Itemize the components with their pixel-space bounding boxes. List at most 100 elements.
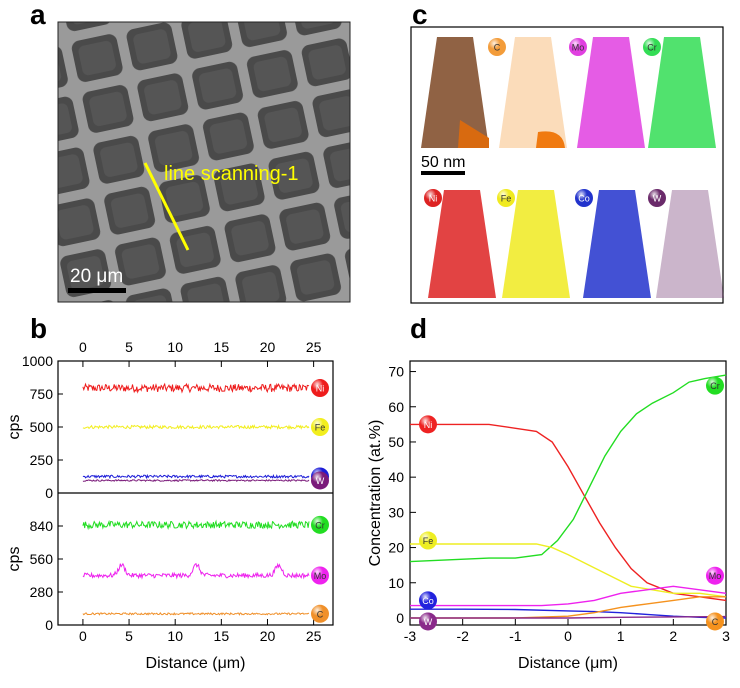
d-ball-co-text: Co: [422, 596, 434, 606]
b-series-w: [82, 478, 310, 482]
d-xticklabel-3: 3: [722, 628, 730, 644]
ball-c-fe-shine: [497, 189, 515, 207]
b-series-cr: [82, 519, 310, 531]
apt-cone-Co: [583, 190, 651, 298]
d-series-fe: [410, 543, 727, 598]
ball-c-cr: Cr: [643, 38, 661, 56]
ball-c-cr-shine: [643, 38, 661, 56]
d-ball-c: C: [706, 612, 724, 631]
b-ball-ni-shine: [311, 379, 329, 398]
b1-ylabel: cps: [6, 547, 23, 572]
d-xlabel: Distance (μm): [518, 655, 618, 672]
apt-carbide-C: [536, 131, 565, 148]
panel-d-label: d: [410, 313, 427, 344]
d-yticklabel-10: 10: [388, 575, 404, 591]
apt-cone-W: [656, 190, 724, 298]
b-ball-fe: Fe: [311, 418, 329, 436]
ball-c-mo-shine: [569, 38, 587, 56]
b-ball-mo: Mo: [311, 566, 329, 585]
d-yticklabel-20: 20: [388, 540, 404, 556]
apt-cone-Cr: [648, 37, 716, 148]
b-ball-fe-text: Fe: [315, 423, 326, 433]
b-xticklabel-bot-20: 20: [260, 628, 276, 644]
b-ball-c-shine: [311, 604, 329, 623]
d-yticklabel-40: 40: [388, 469, 404, 485]
ball-c-fe-text: Fe: [501, 194, 512, 204]
d-ball-ni-text: Ni: [424, 420, 433, 430]
d-yticklabel-30: 30: [388, 504, 404, 520]
b-xticklabel-top-15: 15: [214, 339, 230, 355]
d-yticklabel-70: 70: [388, 364, 404, 380]
d-ball-mo-shine: [706, 566, 724, 585]
d-ball-cr: Cr: [706, 376, 724, 395]
d-xticklabel--3: -3: [404, 628, 417, 644]
b-ball-mo-text: Mo: [314, 571, 327, 581]
d-series-c: [410, 596, 726, 619]
b-ball-ni: Ni: [311, 379, 329, 398]
d-ball-w-text: W: [424, 617, 433, 627]
b-xticklabel-bot-0: 0: [79, 628, 87, 644]
b0-yticklabel-500: 500: [30, 419, 54, 435]
apt-carbide-all: [458, 120, 489, 148]
ball-c-ni-text: Ni: [429, 194, 438, 204]
b-ball-w-text: W: [316, 476, 325, 486]
b0-ylabel: cps: [6, 415, 23, 440]
b-xticklabel-top-0: 0: [79, 339, 87, 355]
panel-b-label: b: [30, 313, 47, 344]
b-ball-cr-text: Cr: [315, 520, 325, 530]
d-ball-cr-text: Cr: [710, 381, 720, 391]
b-xticklabel-top-5: 5: [125, 339, 133, 355]
b1-yticklabel-280: 280: [30, 584, 54, 600]
d-xticklabel-0: 0: [564, 628, 572, 644]
ball-c-w-shine: [648, 189, 666, 207]
b0-yticklabel-1000: 1000: [22, 353, 53, 369]
d-yticklabel-0: 0: [396, 610, 404, 626]
panel-c-label: c: [412, 0, 428, 30]
b1-yticklabel-840: 840: [30, 518, 54, 534]
panel-b-chart: 0 0 5 5 10 10 15 15 20 20 25 25 Distance (μm) 250 500 7…: [6, 339, 334, 672]
b-series-mo: [82, 562, 310, 580]
b-ball-cr: Cr: [311, 515, 329, 534]
b-ball-c: C: [311, 604, 329, 623]
b-series-fe: [82, 423, 310, 430]
ball-c-c: C: [488, 38, 506, 56]
d-ball-ni: Ni: [419, 415, 437, 434]
apt-cone-all: [421, 37, 489, 148]
sem-micrograph: line scanning-1 20 μm: [57, 21, 351, 303]
d-ball-ni-shine: [419, 415, 437, 434]
b-xticklabel-top-25: 25: [306, 339, 322, 355]
ball-c-co-text: Co: [578, 194, 590, 204]
ball-c-cr-text: Cr: [647, 43, 657, 53]
scalebar-c-label: 50 nm: [421, 154, 465, 171]
d-ball-co: Co: [419, 591, 437, 610]
scalebar-c: [421, 171, 465, 175]
b0-yticklabel-750: 750: [30, 386, 54, 402]
b-series-c: [82, 612, 310, 616]
ball-c-ni: Ni: [424, 189, 442, 207]
b-ball-mo-shine: [311, 566, 329, 585]
panel-d-frame: [409, 360, 727, 626]
d-xticklabel--2: -2: [456, 628, 469, 644]
b-xticklabel-bot-10: 10: [167, 628, 183, 644]
b-ball-ni-text: Ni: [316, 384, 325, 394]
scan-label: line scanning-1: [164, 163, 299, 185]
scan-line: [143, 162, 190, 251]
b-xticklabel-bot-5: 5: [125, 628, 133, 644]
d-series-mo: [410, 585, 727, 607]
b-ball-c-text: C: [317, 609, 324, 619]
d-series-cr: [409, 374, 727, 563]
d-ball-co-shine: [419, 591, 437, 610]
b1-yticklabel-560: 560: [30, 551, 54, 567]
d-ball-fe: Fe: [419, 531, 437, 550]
d-ball-w: W: [419, 612, 437, 631]
ball-c-w-text: W: [653, 194, 662, 204]
ball-c-co-shine: [575, 189, 593, 207]
ball-c-c-shine: [488, 38, 506, 56]
b-series-co: [82, 473, 310, 480]
d-ball-c-shine: [706, 612, 724, 631]
d-series-w: [410, 615, 727, 619]
b-xticklabel-top-10: 10: [167, 339, 183, 355]
d-xticklabel-1: 1: [617, 628, 625, 644]
